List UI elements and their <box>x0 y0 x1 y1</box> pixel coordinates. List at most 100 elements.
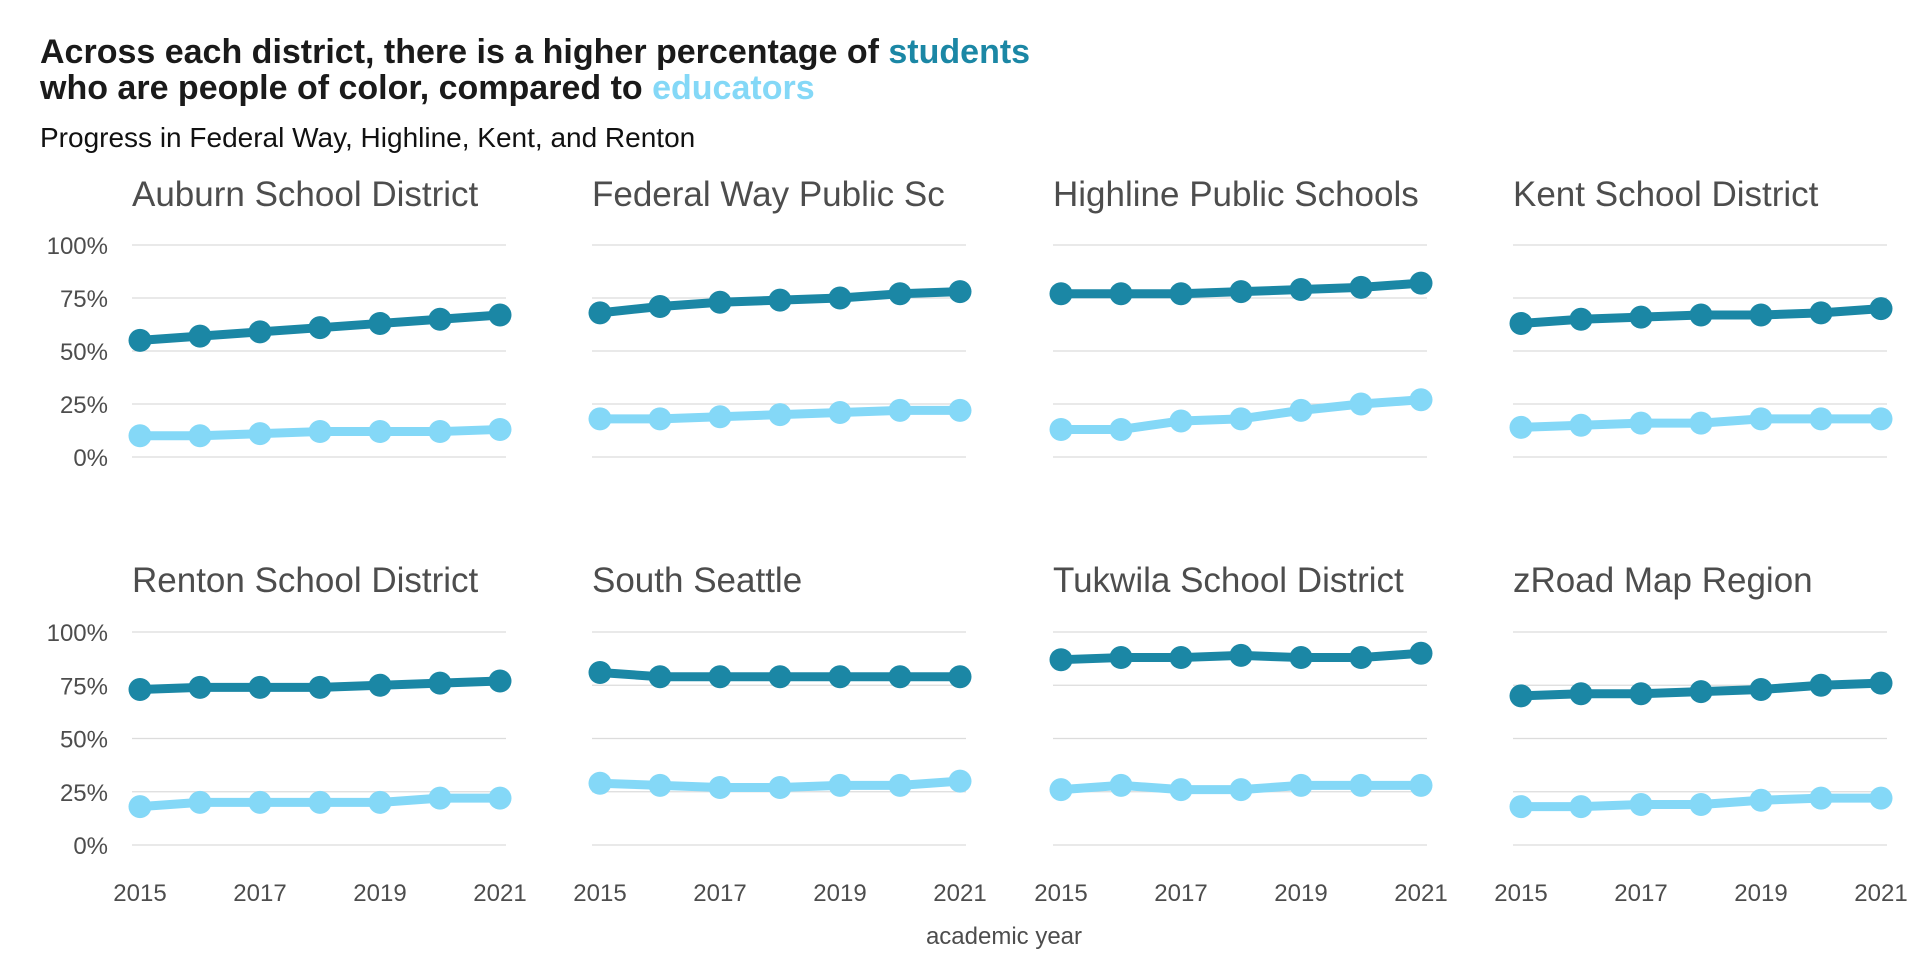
chart-subtitle: Progress in Federal Way, Highline, Kent,… <box>40 122 696 153</box>
students-point <box>1169 282 1193 306</box>
students-point <box>708 290 732 314</box>
educators-point <box>488 417 512 441</box>
students-point <box>1109 282 1133 306</box>
students-point <box>768 288 792 312</box>
students-point <box>1869 671 1893 695</box>
panel-5: Renton School District 0% 25% 50% 75% 100% 201… <box>47 561 527 907</box>
students-point <box>488 669 512 693</box>
students-point <box>1409 271 1433 295</box>
x-tick-label: 2015 <box>573 880 626 907</box>
students-point <box>128 678 152 702</box>
y-tick-label: 25% <box>60 392 108 419</box>
panel-title: Auburn School District <box>132 175 479 214</box>
educators-point <box>1569 795 1593 819</box>
y-tick-label: 50% <box>60 339 108 366</box>
students-point <box>1629 682 1653 706</box>
students-point <box>1629 305 1653 329</box>
educators-point <box>1569 413 1593 437</box>
chart-title-line-2: who are people of color, compared to edu… <box>40 70 1030 106</box>
students-point <box>308 675 332 699</box>
educators-point <box>828 400 852 424</box>
educators-point <box>888 398 912 422</box>
students-point <box>1049 648 1073 672</box>
students-point <box>1229 643 1253 667</box>
students-point <box>888 282 912 306</box>
educators-point <box>1869 407 1893 431</box>
students-point <box>1109 646 1133 670</box>
students-point <box>1569 682 1593 706</box>
educators-point <box>1109 417 1133 441</box>
educators-point <box>1349 773 1373 797</box>
students-point <box>828 286 852 310</box>
students-point <box>1869 297 1893 321</box>
educators-point <box>248 790 272 814</box>
students-point <box>428 671 452 695</box>
students-point <box>588 660 612 684</box>
students-point <box>648 665 672 689</box>
educators-point <box>308 790 332 814</box>
students-point <box>1229 280 1253 304</box>
x-tick-label: 2015 <box>113 880 166 907</box>
y-tick-label: 0% <box>73 833 108 860</box>
students-point <box>488 303 512 327</box>
students-point <box>708 665 732 689</box>
x-tick-label: 2017 <box>1154 880 1207 907</box>
x-tick-label: 2017 <box>693 880 746 907</box>
x-tick-label: 2019 <box>813 880 866 907</box>
title-line1-prefix: Across each district, there is a higher … <box>40 33 889 71</box>
x-tick-label: 2021 <box>473 880 526 907</box>
students-point <box>1169 646 1193 670</box>
students-point <box>1689 680 1713 704</box>
students-point <box>248 320 272 344</box>
students-point <box>368 673 392 697</box>
educators-point <box>1749 407 1773 431</box>
educators-point <box>1509 795 1533 819</box>
x-tick-label: 2015 <box>1494 880 1547 907</box>
y-tick-label: 75% <box>60 286 108 313</box>
educators-point <box>1289 398 1313 422</box>
students-point <box>1349 275 1373 299</box>
educators-point <box>1749 788 1773 812</box>
y-tick-label: 50% <box>60 727 108 754</box>
y-tick-label: 25% <box>60 780 108 807</box>
students-point <box>188 324 212 348</box>
educators-point <box>428 420 452 444</box>
students-point <box>768 665 792 689</box>
educators-point <box>188 790 212 814</box>
students-point <box>188 675 212 699</box>
x-axis-label: academic year <box>926 923 1082 950</box>
panel-title: Federal Way Public Sc <box>592 175 945 214</box>
x-tick-label: 2019 <box>353 880 406 907</box>
educators-point <box>1689 793 1713 817</box>
panel-title: South Seattle <box>592 561 802 600</box>
educators-point <box>1109 773 1133 797</box>
students-point <box>948 280 972 304</box>
panel-4: Kent School District <box>1509 175 1893 458</box>
educators-point <box>708 775 732 799</box>
educators-point <box>248 422 272 446</box>
educators-point <box>648 773 672 797</box>
educators-point <box>888 773 912 797</box>
students-point <box>1749 303 1773 327</box>
students-point <box>948 665 972 689</box>
y-tick-label: 0% <box>73 445 108 472</box>
chart-title: Across each district, there is a higher … <box>40 34 1030 106</box>
students-point <box>1809 301 1833 325</box>
panel-8: zRoad Map Region 2015 2017 2019 2021 <box>1494 561 1907 907</box>
x-tick-label: 2021 <box>1854 880 1907 907</box>
educators-point <box>428 786 452 810</box>
students-point <box>308 316 332 340</box>
students-point <box>248 675 272 699</box>
y-tick-label: 100% <box>47 620 108 647</box>
students-point <box>648 294 672 318</box>
educators-point <box>1809 786 1833 810</box>
x-tick-label: 2021 <box>933 880 986 907</box>
x-tick-label: 2017 <box>1614 880 1667 907</box>
students-point <box>1049 282 1073 306</box>
students-point <box>1509 311 1533 335</box>
educators-point <box>1869 786 1893 810</box>
educators-point <box>1409 773 1433 797</box>
panel-6: South Seattle 2015 2017 2019 2021 <box>573 561 986 907</box>
students-point <box>1689 303 1713 327</box>
